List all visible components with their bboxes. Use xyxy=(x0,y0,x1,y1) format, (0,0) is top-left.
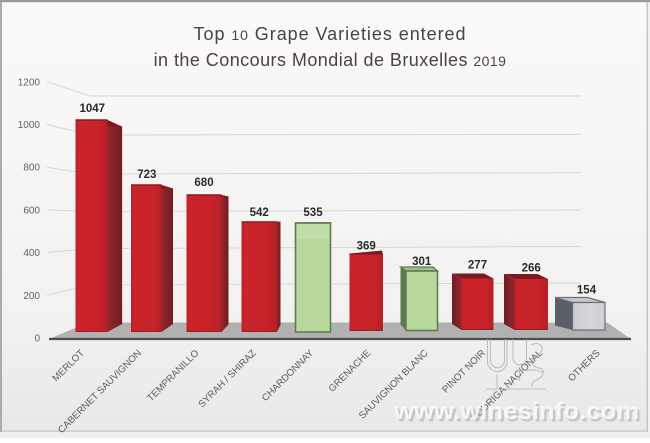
svg-text:800: 800 xyxy=(23,163,40,174)
svg-text:723: 723 xyxy=(137,169,156,181)
svg-text:600: 600 xyxy=(23,205,40,216)
svg-text:277: 277 xyxy=(468,260,487,272)
svg-text:1000: 1000 xyxy=(18,120,41,131)
svg-text:1200: 1200 xyxy=(18,77,41,88)
svg-text:542: 542 xyxy=(250,207,269,219)
svg-text:301: 301 xyxy=(412,256,432,268)
svg-text:680: 680 xyxy=(194,177,213,189)
svg-text:369: 369 xyxy=(357,241,376,253)
svg-text:400: 400 xyxy=(23,248,40,259)
svg-text:www.winesinfo.com: www.winesinfo.com xyxy=(395,400,641,427)
svg-text:1047: 1047 xyxy=(80,103,106,115)
svg-text:Top 10 Grape Varieties entered: Top 10 Grape Varieties entered xyxy=(194,24,467,44)
svg-text:in the Concours Mondial de Bru: in the Concours Mondial de Bruxelles 201… xyxy=(154,50,507,70)
svg-text:535: 535 xyxy=(303,207,323,219)
svg-text:www.winesinfo.com: www.winesinfo.com xyxy=(393,398,639,425)
svg-text:200: 200 xyxy=(23,291,40,302)
svg-text:154: 154 xyxy=(577,285,597,297)
svg-text:0: 0 xyxy=(34,334,40,345)
svg-text:266: 266 xyxy=(522,263,541,275)
